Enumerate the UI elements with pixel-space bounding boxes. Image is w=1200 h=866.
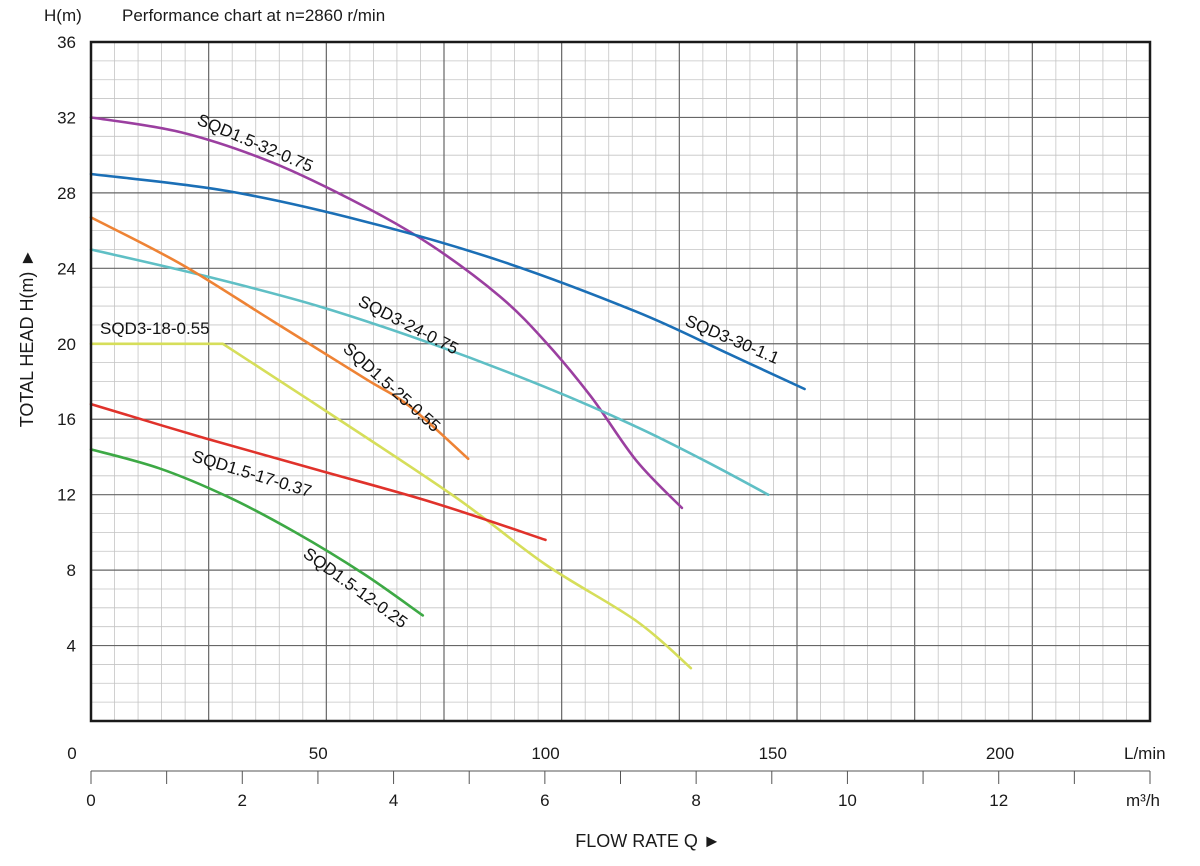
y-tick-label: 4 bbox=[67, 637, 76, 656]
y-tick-label: 24 bbox=[57, 259, 76, 278]
y-tick-label: 36 bbox=[57, 33, 76, 52]
plot-frame bbox=[89, 40, 1152, 723]
y-tick-label: 28 bbox=[57, 184, 76, 203]
y-unit-label: H(m) bbox=[44, 6, 82, 25]
x-tick-label-lmin: 150 bbox=[759, 744, 787, 763]
x-tick-label-lmin: 100 bbox=[531, 744, 559, 763]
x-tick-label-m3h: 12 bbox=[989, 791, 1008, 810]
x-tick-label-m3h: 2 bbox=[238, 791, 247, 810]
y-axis-label: TOTAL HEAD H(m) ► bbox=[17, 249, 37, 428]
x-tick-label-lmin: 0 bbox=[67, 744, 76, 763]
series-line-SQD3-30-1.1 bbox=[89, 172, 806, 391]
x-tick-label-m3h: 8 bbox=[691, 791, 700, 810]
series-label-SQD1.5-32-0.75: SQD1.5-32-0.75 bbox=[194, 110, 315, 176]
series-line-SQD1.5-32-0.75 bbox=[89, 116, 684, 510]
series-label-SQD3-18-0.55: SQD3-18-0.55 bbox=[100, 319, 210, 338]
y-tick-label: 32 bbox=[57, 108, 76, 127]
x-axis-ticks-lmin: 0 50 100 150 200 bbox=[67, 744, 1014, 763]
series-line-SQD3-18-0.55 bbox=[89, 342, 693, 670]
x-tick-label-m3h: 6 bbox=[540, 791, 549, 810]
series-label-SQD1.5-25-0.55: SQD1.5-25-0.55 bbox=[339, 339, 444, 436]
series-line-SQD3-24-0.75 bbox=[89, 248, 770, 496]
series-line-SQD1.5-25-0.55 bbox=[89, 216, 470, 461]
x-unit-m3h: m³/h bbox=[1126, 791, 1160, 810]
y-tick-label: 8 bbox=[67, 561, 76, 580]
y-axis-ticks: 4 8 12 16 20 24 28 32 36 bbox=[57, 33, 76, 656]
series-label-SQD1.5-12-0.25: SQD1.5-12-0.25 bbox=[300, 544, 411, 632]
x-tick-label-m3h: 10 bbox=[838, 791, 857, 810]
x-tick-label-lmin: 50 bbox=[309, 744, 328, 763]
series-line-SQD1.5-12-0.25 bbox=[89, 448, 425, 617]
series-line-SQD1.5-17-0.37 bbox=[89, 402, 547, 542]
x-tick-label-m3h: 0 bbox=[86, 791, 95, 810]
series-layer bbox=[89, 116, 806, 670]
x-tick-label-m3h: 4 bbox=[389, 791, 398, 810]
y-tick-label: 16 bbox=[57, 410, 76, 429]
x-axis-label: FLOW RATE Q ► bbox=[575, 831, 721, 851]
y-tick-label: 20 bbox=[57, 335, 76, 354]
x-axis-ticks-m3h: 0 2 4 6 8 10 12 bbox=[86, 770, 1151, 810]
chart-title: Performance chart at n=2860 r/min bbox=[122, 6, 385, 25]
x-unit-lmin: L/min bbox=[1124, 744, 1166, 763]
x-tick-label-lmin: 200 bbox=[986, 744, 1014, 763]
y-tick-label: 12 bbox=[57, 486, 76, 505]
